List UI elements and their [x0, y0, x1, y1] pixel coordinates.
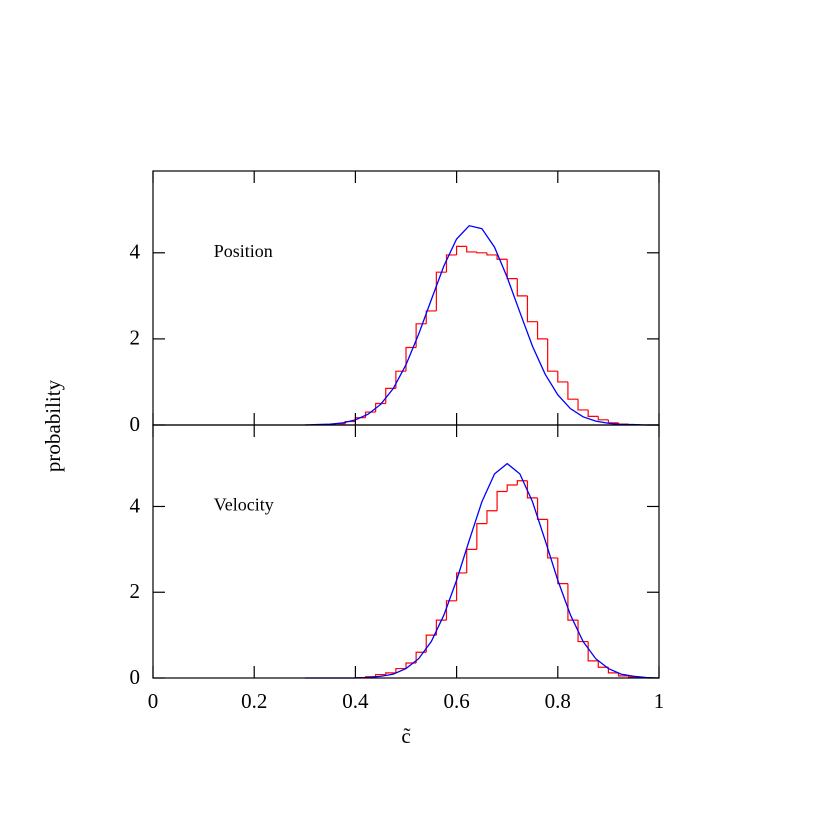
y-tick-label: 4	[130, 240, 141, 264]
histogram-bin	[466, 246, 477, 253]
histogram-bin	[496, 254, 508, 260]
histogram-bin	[557, 371, 568, 383]
histogram-bin	[607, 419, 619, 424]
histogram-bin	[526, 295, 538, 323]
histogram-bin	[597, 416, 609, 421]
histogram-bin	[385, 672, 396, 675]
histogram-bin	[506, 259, 518, 280]
histogram-bin	[445, 254, 457, 273]
fit-curve	[304, 224, 659, 426]
histogram-bin	[375, 402, 386, 413]
histogram-bin	[476, 523, 487, 550]
histogram-bin	[395, 667, 406, 673]
x-axis-label: c̃	[401, 724, 410, 748]
histogram-bin	[547, 338, 558, 372]
histogram-bin	[415, 651, 427, 663]
plot-frame	[152, 170, 660, 426]
histogram-bin	[587, 409, 599, 417]
panel-label: Position	[214, 241, 273, 261]
histogram-bin	[425, 310, 437, 324]
panel-label: Velocity	[214, 495, 274, 515]
histogram-bin	[496, 490, 508, 511]
y-axis-label: probability	[41, 379, 65, 472]
histogram-bin	[597, 660, 609, 668]
x-tick-label: 0.4	[342, 689, 369, 713]
histogram-bin	[456, 572, 467, 601]
y-tick-label: 4	[130, 493, 141, 517]
histogram-bin	[557, 557, 568, 585]
x-tick-label: 0.6	[443, 689, 469, 713]
histogram-bin	[456, 245, 467, 255]
histogram-bin	[536, 497, 548, 520]
histogram-bin	[486, 252, 498, 256]
histogram-bin	[567, 583, 579, 621]
y-tick-label: 0	[130, 665, 141, 689]
histogram-bin	[486, 510, 498, 524]
y-tick-label: 2	[130, 579, 141, 603]
fit-curve	[304, 462, 660, 679]
plot-frame	[152, 424, 660, 679]
histogram-bin	[435, 271, 447, 311]
histogram-bin	[445, 600, 457, 621]
x-tick-label: 0.2	[241, 689, 267, 713]
histogram-bin	[516, 480, 528, 486]
histogram-bin	[577, 399, 589, 411]
histogram-bin	[567, 381, 579, 400]
histogram-bin	[617, 672, 629, 677]
x-tick-label: 1	[654, 689, 665, 713]
histogram-bin	[425, 634, 437, 653]
x-tick-label: 0.8	[545, 689, 571, 713]
histogram-bin	[526, 480, 538, 499]
histogram-bin	[547, 519, 558, 559]
histogram-bin	[344, 420, 356, 424]
y-tick-label: 2	[130, 326, 141, 350]
histogram-bin	[577, 620, 589, 643]
histogram-bin	[476, 251, 487, 254]
histogram-bin	[536, 321, 548, 340]
histogram-bin	[506, 484, 518, 492]
x-tick-label: 0	[148, 689, 159, 713]
histogram-bin	[516, 278, 528, 297]
histogram-bin	[375, 673, 386, 677]
y-tick-label: 0	[130, 412, 141, 436]
histogram-bin	[466, 548, 477, 573]
